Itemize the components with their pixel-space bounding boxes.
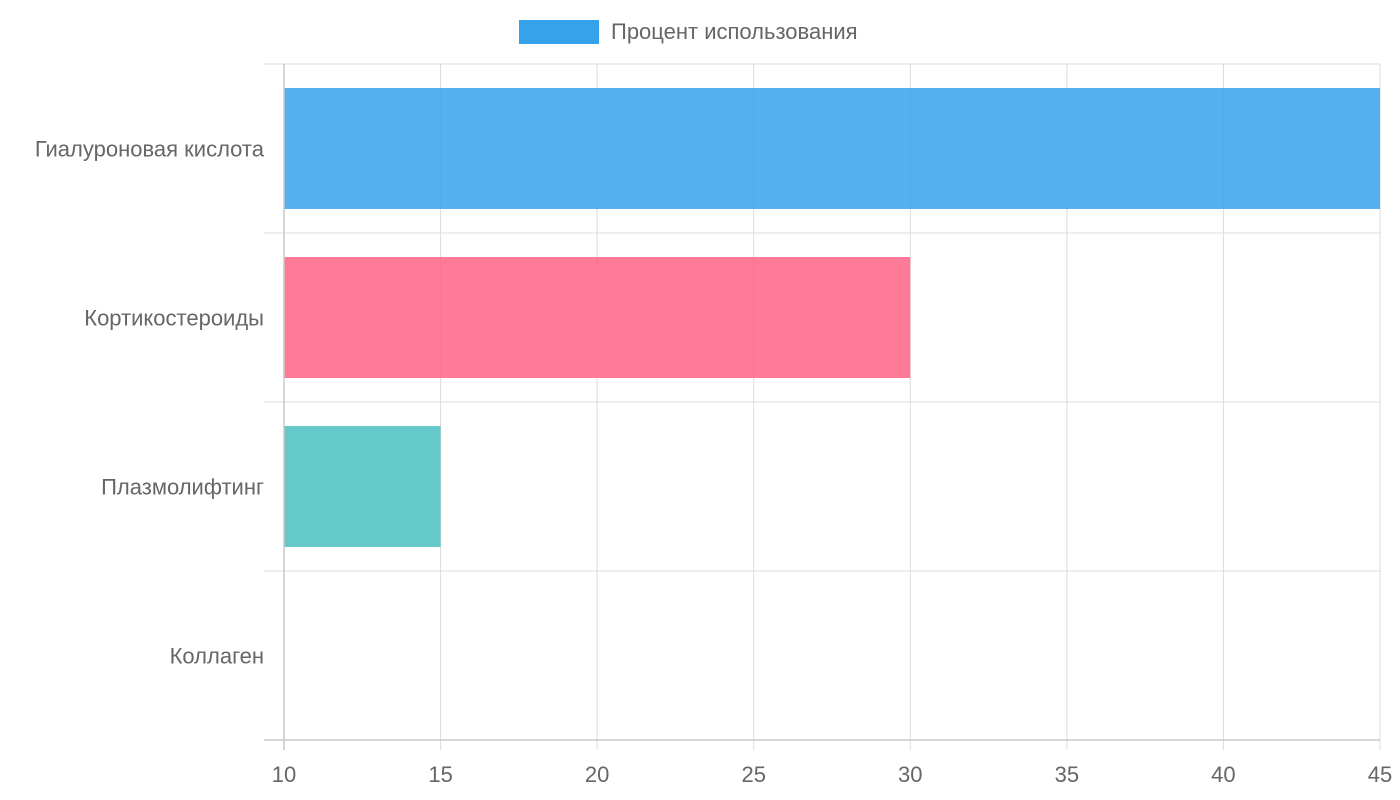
category-label: Гиалуроновая кислота [35, 137, 265, 162]
legend[interactable]: Процент использования [519, 19, 858, 44]
tick-labels: 10 15 20 25 30 35 40 45 [272, 762, 1392, 787]
x-tick-label: 30 [898, 762, 922, 787]
bar[interactable] [284, 426, 441, 547]
x-tick-label: 35 [1055, 762, 1079, 787]
x-tick-label: 10 [272, 762, 296, 787]
legend-label: Процент использования [611, 19, 858, 44]
category-label: Плазмолифтинг [101, 475, 264, 500]
category-label: Коллаген [170, 644, 264, 669]
x-tick-label: 20 [585, 762, 609, 787]
bar[interactable] [284, 88, 1380, 209]
bar[interactable] [284, 257, 911, 378]
bars [284, 88, 1380, 547]
x-tick-label: 25 [741, 762, 765, 787]
x-tick-label: 40 [1211, 762, 1235, 787]
x-tick-label: 15 [428, 762, 452, 787]
legend-swatch [519, 20, 599, 44]
axes [264, 64, 1380, 750]
category-labels: Гиалуроновая кислота Кортикостероиды Плазм… [35, 137, 265, 669]
x-tick-label: 45 [1368, 762, 1392, 787]
category-label: Кортикостероиды [84, 306, 264, 331]
